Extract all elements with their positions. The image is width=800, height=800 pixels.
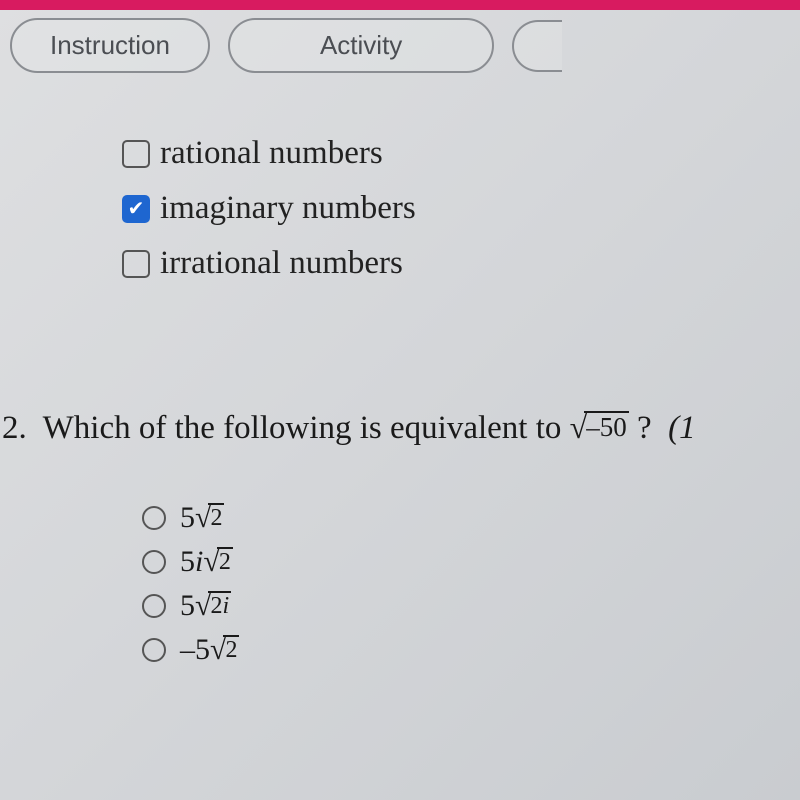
option-lead: 5i	[180, 545, 203, 578]
option-radicand: 2	[217, 547, 233, 575]
tab-activity[interactable]: Activity	[228, 18, 494, 73]
radio-icon	[142, 506, 166, 530]
question-number: 2.	[2, 410, 27, 446]
checkbox-label: irrational numbers	[160, 245, 403, 282]
question-text: 2. Which of the following is equivalent …	[0, 410, 800, 447]
option-lead: 5	[180, 589, 195, 622]
question-prefix: Which of the following is equivalent to	[43, 410, 570, 446]
checkbox-icon	[122, 250, 150, 278]
option-radicand: 2	[223, 635, 239, 663]
option-radical: √2	[195, 503, 224, 533]
checkbox-icon	[122, 140, 150, 168]
question-after: ?	[637, 410, 652, 446]
checkbox-irrational[interactable]: irrational numbers	[122, 245, 800, 282]
option-math: 5√2	[180, 501, 224, 535]
question-block: 2. Which of the following is equivalent …	[0, 300, 800, 667]
question-points: (1	[668, 410, 696, 446]
option-b[interactable]: 5i√2	[142, 545, 800, 579]
option-radical: √2	[210, 635, 239, 665]
tabs-row: Instruction Activity	[0, 10, 800, 85]
question-radical: √ –50	[570, 411, 629, 443]
options-list: 5√2 5i√2 5√2i –5√2	[0, 447, 800, 667]
tab-stub-right[interactable]	[512, 20, 562, 72]
radio-icon	[142, 594, 166, 618]
option-radicand: 2i	[208, 591, 231, 619]
tab-activity-label: Activity	[320, 30, 402, 60]
checkbox-imaginary[interactable]: ✔ imaginary numbers	[122, 190, 800, 227]
checkbox-label: imaginary numbers	[160, 190, 416, 227]
checkbox-label: rational numbers	[160, 135, 383, 172]
option-a[interactable]: 5√2	[142, 501, 800, 535]
checkbox-icon-checked: ✔	[122, 195, 150, 223]
checkbox-rational[interactable]: rational numbers	[122, 135, 800, 172]
option-lead: 5	[180, 501, 195, 534]
option-math: 5i√2	[180, 545, 233, 579]
radio-icon	[142, 550, 166, 574]
option-lead: –5	[180, 633, 210, 666]
option-math: 5√2i	[180, 589, 231, 623]
option-radical: √2i	[195, 591, 231, 621]
checkbox-list: rational numbers ✔ imaginary numbers irr…	[0, 85, 800, 282]
tab-instruction-label: Instruction	[50, 30, 170, 60]
page-accent-bar	[0, 0, 800, 10]
option-math: –5√2	[180, 633, 239, 667]
option-c[interactable]: 5√2i	[142, 589, 800, 623]
option-d[interactable]: –5√2	[142, 633, 800, 667]
option-radicand: 2	[208, 503, 224, 531]
tab-instruction[interactable]: Instruction	[10, 18, 210, 73]
question-radicand: –50	[584, 411, 629, 443]
radio-icon	[142, 638, 166, 662]
option-radical: √2	[203, 547, 232, 577]
